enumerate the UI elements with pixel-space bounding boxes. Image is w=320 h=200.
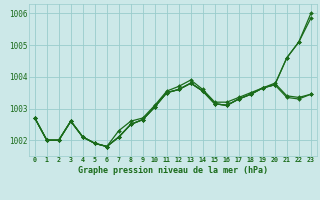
X-axis label: Graphe pression niveau de la mer (hPa): Graphe pression niveau de la mer (hPa) xyxy=(78,166,268,175)
